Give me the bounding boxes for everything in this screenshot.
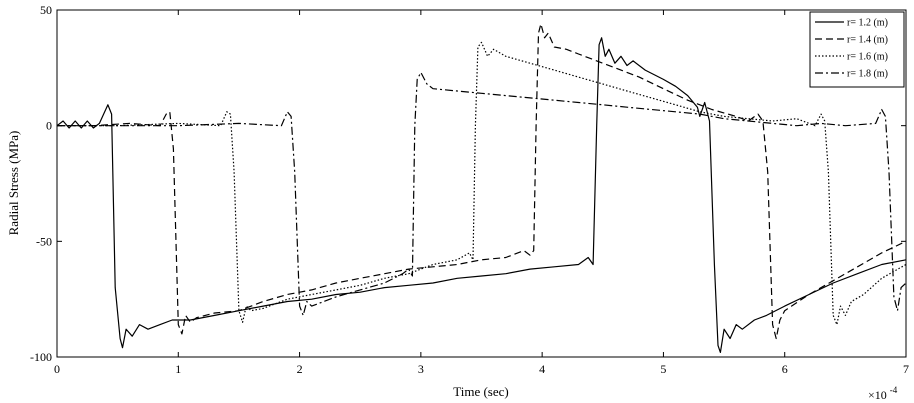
legend-label-2: r= 1.4 (m) (847, 35, 888, 46)
legend-label-1: r= 1.2 (m) (847, 18, 888, 29)
series-line-2 (57, 23, 907, 340)
x-axis-multiplier-exponent: -4 (890, 385, 898, 395)
x-axis-multiplier-base: ×10 (868, 388, 887, 402)
x-axis-multiplier: ×10 -4 (868, 385, 898, 402)
x-tick-label: 4 (539, 362, 545, 376)
series-line-3 (57, 41, 907, 326)
legend-label-3: r= 1.6 (m) (847, 52, 888, 63)
y-tick-label: 0 (46, 119, 52, 133)
x-tick-label: 3 (418, 362, 424, 376)
y-axis-ticks: 50 0 -50 -100 (30, 3, 906, 364)
plot-area-frame (56, 9, 907, 358)
legend: r= 1.2 (m) r= 1.4 (m) r= 1.6 (m) r= 1.8 (m) (809, 11, 905, 88)
legend-label-4: r= 1.8 (m) (847, 69, 888, 80)
x-tick-label: 0 (54, 362, 60, 376)
y-tick-label: 50 (40, 3, 52, 17)
y-tick-label: -50 (36, 234, 52, 248)
x-tick-label: 5 (660, 362, 666, 376)
legend-box (809, 11, 905, 88)
x-axis-label: Time (sec) (453, 384, 509, 399)
x-tick-label: 7 (903, 362, 909, 376)
y-axis-label: Radial Stress (MPa) (6, 131, 21, 236)
x-tick-label: 2 (297, 362, 303, 376)
y-tick-label: -100 (30, 350, 52, 364)
x-tick-label: 1 (175, 362, 181, 376)
series-line-1 (56, 37, 907, 353)
series-line-4 (57, 71, 907, 316)
x-axis-ticks: 0 1 2 3 4 5 6 7 (54, 10, 909, 376)
series-lines (56, 23, 907, 353)
x-tick-label: 6 (782, 362, 788, 376)
